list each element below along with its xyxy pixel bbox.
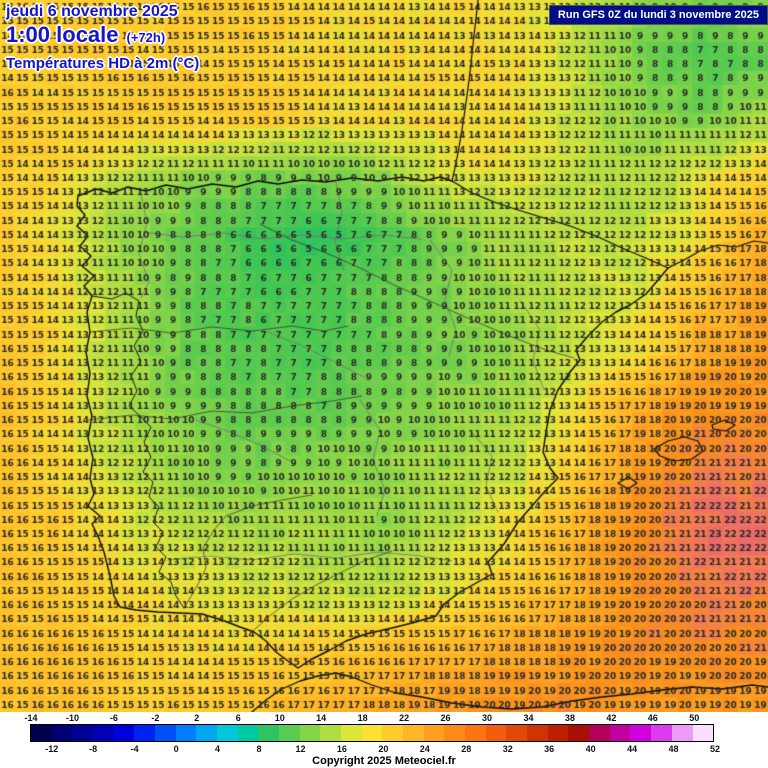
copyright-text: Copyright 2025 Meteociel.fr: [312, 755, 456, 767]
colorbar-tick-label: 28: [461, 744, 472, 754]
colorbar-tick-label: 22: [399, 713, 410, 723]
colorbar-tick-label: -2: [151, 713, 160, 723]
colorbar-tick-label: 8: [256, 744, 262, 754]
colorbar-tick-label: 2: [194, 713, 200, 723]
colorbar-tick-label: 0: [173, 744, 179, 754]
colorbar-tick-label: 50: [689, 713, 700, 723]
colorbar-tick-label: 6: [235, 713, 241, 723]
colorbar-tick-label: 16: [336, 744, 347, 754]
colorbar-tick-label: -8: [89, 744, 98, 754]
colorbar-tick-label: 48: [668, 744, 679, 754]
colorbar-tick-label: 42: [606, 713, 617, 723]
colorbar-tick-label: 12: [295, 744, 306, 754]
colorbar-cell: [609, 725, 631, 741]
colorbar-cell: [485, 725, 507, 741]
colorbar-cell: [547, 725, 569, 741]
colorbar-cell: [589, 725, 610, 741]
forecast-time-line: 1:00 locale (+72h): [6, 22, 199, 48]
colorbar-tick-label: 36: [544, 744, 555, 754]
forecast-date: jeudi 6 novembre 2025: [6, 3, 178, 20]
colorbar-tick-label: -10: [65, 713, 79, 723]
colorbar-cell: [72, 725, 94, 741]
colorbar-tick-label: 38: [564, 713, 575, 723]
colorbar-cell: [341, 725, 362, 741]
map-title: Températures HD à 2m (°C): [6, 55, 200, 72]
map-area: jeudi 6 novembre 2025 1:00 locale (+72h) …: [0, 0, 768, 712]
colorbar-cell: [237, 725, 259, 741]
colorbar-cell: [258, 725, 280, 741]
colorbar-cell: [423, 725, 445, 741]
colorbar-tick-label: 30: [481, 713, 493, 723]
forecast-offset: (+72h): [126, 30, 166, 45]
colorbar-tick-label: 10: [274, 713, 285, 723]
colorbar-cell: [217, 725, 238, 741]
colorbar-cell: [134, 725, 156, 741]
colorbar-cell: [155, 725, 176, 741]
colorbar-cell: [630, 725, 652, 741]
colorbar-cell: [403, 725, 424, 741]
colorbar-tick-label: 52: [709, 744, 721, 754]
colorbar-cell: [51, 725, 73, 741]
colorbar-cell: [31, 725, 52, 741]
colorbar-cell: [196, 725, 218, 741]
colorbar-cell: [93, 725, 114, 741]
colorbar-cell: [671, 725, 693, 741]
colorbar-cell: [299, 725, 321, 741]
colorbar-tick-label: 24: [419, 744, 430, 754]
colorbar-tick-label: 34: [523, 713, 534, 723]
colorbar-tick-label: -4: [130, 744, 139, 754]
colorbar-cell: [279, 725, 300, 741]
colorbar-panel: -14 -10 -6 -2 2 6 10 14 18 22 26 30 34 38 42 46 50 -12 -8…: [0, 712, 768, 768]
colorbar-cell: [175, 725, 197, 741]
colorbar-tick-label: -6: [109, 713, 118, 723]
run-info-box: Run GFS 0Z du lundi 3 novembre 2025: [548, 5, 768, 25]
colorbar-tick-label: 14: [316, 713, 327, 723]
colorbar-cell: [113, 725, 135, 741]
colorbar-cell: [527, 725, 548, 741]
colorbar-tick-label: 26: [440, 713, 451, 723]
colorbar-tick-label: -12: [45, 744, 59, 754]
colorbar: [30, 724, 714, 742]
colorbar-cell: [692, 725, 714, 741]
colorbar-cell: [320, 725, 342, 741]
forecast-local-time: 1:00 locale: [6, 22, 119, 47]
colorbar-tick-label: 44: [627, 744, 638, 754]
colorbar-cell: [506, 725, 528, 741]
colorbar-tick-label: 4: [215, 744, 221, 754]
colorbar-cell: [465, 725, 486, 741]
colorbar-tick-label: 40: [585, 744, 596, 754]
colorbar-tick-label: 18: [357, 713, 368, 723]
map-header: jeudi 6 novembre 2025 1:00 locale (+72h) …: [6, 3, 199, 72]
colorbar-cell: [361, 725, 383, 741]
temperature-map-canvas[interactable]: [0, 0, 768, 712]
colorbar-cell: [444, 725, 466, 741]
colorbar-cell: [568, 725, 590, 741]
colorbar-tick-label: 32: [502, 744, 513, 754]
colorbar-tick-label: -14: [24, 713, 38, 723]
colorbar-cell: [651, 725, 672, 741]
colorbar-cell: [382, 725, 404, 741]
colorbar-tick-label: 20: [378, 744, 389, 754]
colorbar-tick-label: 46: [647, 713, 658, 723]
